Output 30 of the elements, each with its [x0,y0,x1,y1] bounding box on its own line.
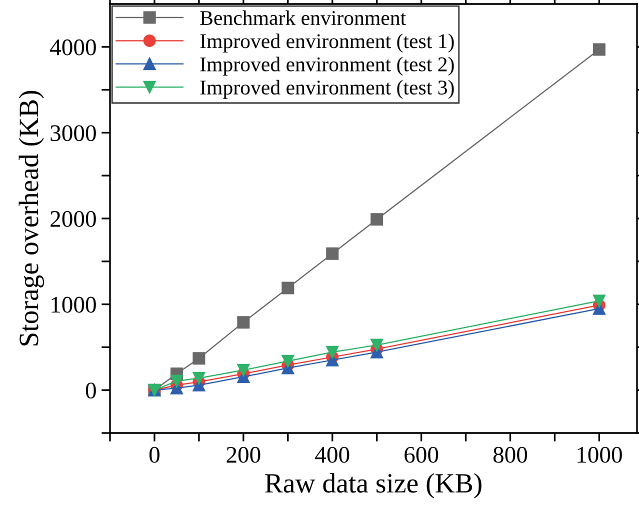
point [370,213,384,226]
y-tick-label: 1000 [52,296,96,313]
legend-label: Improved environment (test 1) [200,34,454,52]
x-tick-label: 400 [315,446,350,463]
point [192,372,206,384]
point [326,247,339,260]
point [370,338,384,352]
point [326,346,339,358]
legend-label: Improved environment (test 2) [200,56,454,76]
x-tick-label: 800 [493,446,528,463]
y-tick-label: 3000 [50,125,96,142]
point [170,374,183,388]
point [592,43,606,56]
point [282,282,294,294]
point [282,354,294,368]
x-tick-label: 200 [226,446,260,463]
y-tick-label: 0 [86,382,96,399]
point [192,352,206,365]
x-tick-label: 600 [404,446,438,463]
point [237,316,250,329]
x-axis-title: Raw data size (KB) [265,473,482,498]
point [237,364,250,376]
y-axis-title: Storage overhead (KB) [18,90,44,346]
x-tick-label: 0 [149,446,160,463]
y-tick-label: 4000 [50,39,96,56]
legend-label: Improved environment (test 3) [200,80,454,99]
legend-label: Benchmark environment [200,10,406,26]
point [592,294,606,308]
y-tick-label: 2000 [50,210,96,227]
x-tick-label: 1000 [578,446,622,463]
